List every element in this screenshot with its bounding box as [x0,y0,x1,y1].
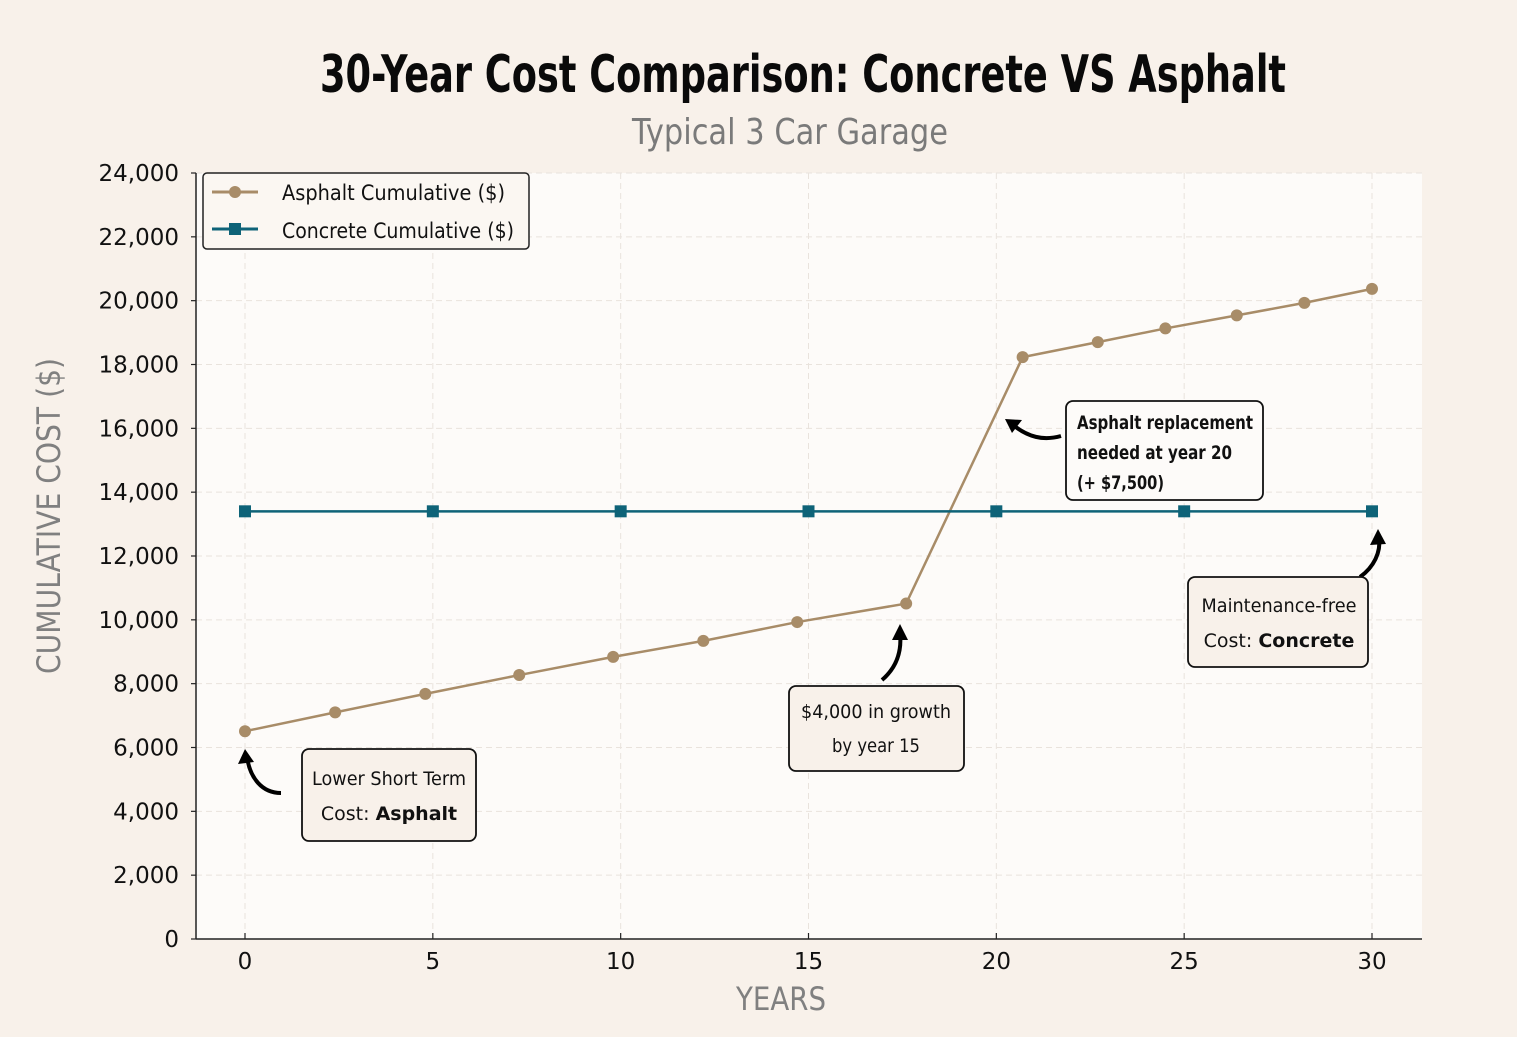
annotation-growth: $4,000 in growth by year 15 [788,624,965,772]
annotation-text: Maintenance-free [1202,595,1357,617]
chart-subtitle: Typical 3 Car Garage [631,112,948,153]
data-point [1230,309,1243,322]
annotation-text: needed at year 20 [1077,442,1232,464]
data-point [1159,322,1172,335]
series-asphalt [239,282,1378,738]
curved-arrow-icon [1011,423,1062,441]
y-tick-label: 4,000 [113,799,179,825]
annotation-lower-short-term: Lower Short Term Cost: Asphalt [238,748,477,842]
y-tick-label: 6,000 [113,736,179,762]
data-point [1366,282,1378,295]
data-point [990,505,1003,518]
data-point [1298,296,1311,309]
series-line [244,287,1373,733]
y-tick-label: 16,000 [99,416,179,442]
y-tick-label: 14,000 [99,480,179,506]
x-tick-label: 25 [1170,949,1199,975]
annotation-text: by year 15 [832,735,920,757]
y-tick-label: 22,000 [99,225,179,251]
data-point [697,634,710,647]
y-tick-label: 20,000 [99,289,179,315]
x-axis-label: YEARS [735,980,826,1018]
data-point [802,505,815,518]
x-tick-label: 20 [982,949,1011,975]
legend-circle-marker-icon [229,186,241,198]
annotation-text: Asphalt replacement [1077,412,1253,434]
data-point [607,650,620,663]
data-point [1366,505,1378,518]
annotation-replacement: Asphalt replacement needed at year 20 (+… [1005,400,1264,501]
y-axis-label: CUMULATIVE COST ($) [30,358,68,674]
annotation-text: Lower Short Term [312,768,466,790]
axes: 0 2,000 4,000 6,000 8,000 10,000 12,000 14,000 1… [99,161,1422,975]
data-point [329,706,342,719]
annotation-text: (+ $7,500) [1077,472,1164,494]
y-tick-label: 2,000 [113,863,179,889]
x-tick-label: 15 [794,949,823,975]
legend-item-asphalt: Asphalt Cumulative ($) [212,181,505,205]
data-point [791,616,804,629]
y-tick-label: 12,000 [99,544,179,570]
x-tick-label: 10 [606,949,635,975]
data-point [239,725,251,738]
data-point [1178,505,1191,518]
annotation-text: $4,000 in growth [801,701,951,723]
legend-item-concrete: Concrete Cumulative ($) [212,219,514,243]
data-point [1016,351,1029,364]
data-point [900,597,913,610]
y-tick-label: 18,000 [99,353,179,379]
data-point [614,505,627,518]
x-tick-label: 0 [238,949,253,975]
annotation-text: Cost: Asphalt [321,803,457,825]
data-point [426,505,439,518]
legend-label-asphalt: Asphalt Cumulative ($) [282,181,505,205]
annotation-maintenance-free: Maintenance-free Cost: Concrete [1187,529,1386,668]
data-point [1091,336,1104,349]
legend-square-marker-icon [229,223,241,235]
y-tick-label: 8,000 [113,672,179,698]
y-tick-label: 24,000 [99,161,179,187]
y-tick-label: 0 [164,927,179,953]
annotation-text: Cost: Concrete [1204,630,1355,652]
series [239,282,1378,738]
x-tick-label: 30 [1357,949,1386,975]
x-tick-label: 5 [426,949,441,975]
legend-label-concrete: Concrete Cumulative ($) [282,219,514,243]
y-tick-label: 10,000 [99,608,179,634]
data-point [239,505,251,518]
data-point [419,687,432,700]
series-concrete [239,505,1378,518]
data-point [513,669,526,682]
chart-title: 30-Year Cost Comparison: Concrete VS Asp… [320,45,1286,105]
legend: Asphalt Cumulative ($) Concrete Cumulati… [202,172,530,250]
